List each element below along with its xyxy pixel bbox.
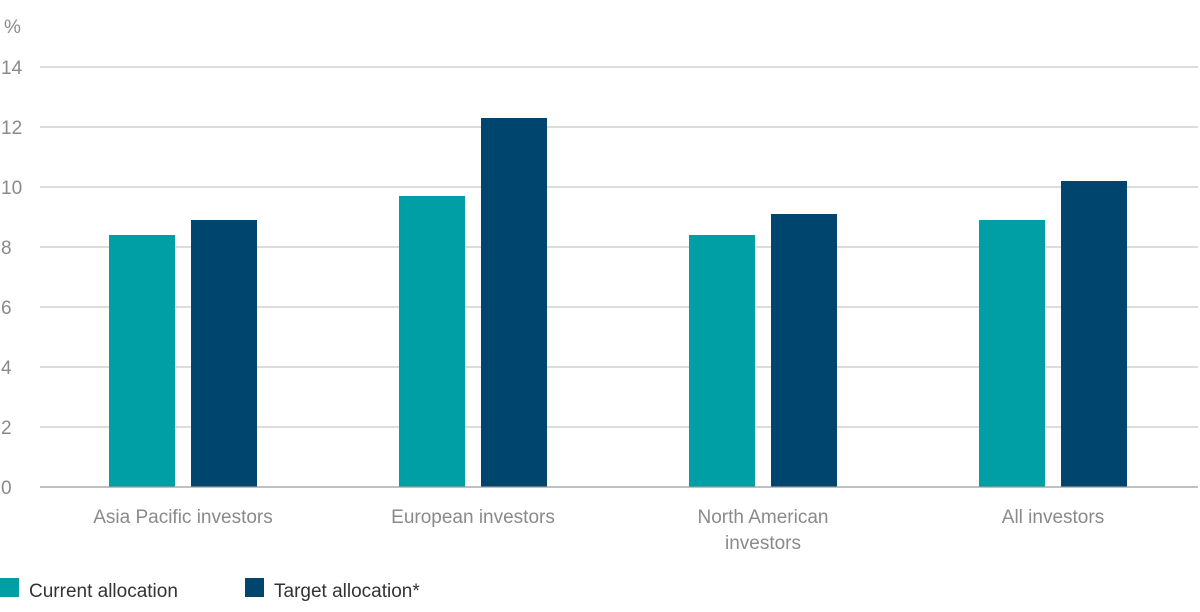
y-tick-label: 12 <box>1 118 22 139</box>
x-category-label: European investors <box>391 507 555 528</box>
legend-swatch <box>245 578 264 597</box>
y-tick-label: 2 <box>1 418 12 439</box>
labels: % 0 2 4 6 8 10 12 14 Asia Pacific investors Europe… <box>1 17 1104 554</box>
y-axis-unit-label: % <box>4 17 21 38</box>
x-category-label: North American <box>698 507 829 528</box>
y-tick-label: 0 <box>1 478 12 499</box>
bar-target <box>481 118 547 487</box>
x-category-label: All investors <box>1002 507 1104 528</box>
y-tick-label: 14 <box>1 58 23 79</box>
bar-current <box>109 235 175 487</box>
bar-target <box>771 214 837 487</box>
y-tick-label: 8 <box>1 238 12 259</box>
y-tick-label: 4 <box>1 358 12 379</box>
bars <box>109 118 1127 487</box>
x-category-label: investors <box>725 533 801 554</box>
bar-current <box>399 196 465 487</box>
x-category-label: Asia Pacific investors <box>93 507 273 528</box>
bar-current <box>689 235 755 487</box>
y-tick-label: 6 <box>1 298 12 319</box>
y-tick-label: 10 <box>1 178 22 199</box>
legend: Current allocation Target allocation* <box>0 578 420 602</box>
legend-label: Current allocation <box>29 581 178 602</box>
bar-current <box>979 220 1045 487</box>
legend-label: Target allocation* <box>274 581 420 602</box>
legend-swatch <box>0 578 19 597</box>
bar-target <box>191 220 257 487</box>
bar-target <box>1061 181 1127 487</box>
